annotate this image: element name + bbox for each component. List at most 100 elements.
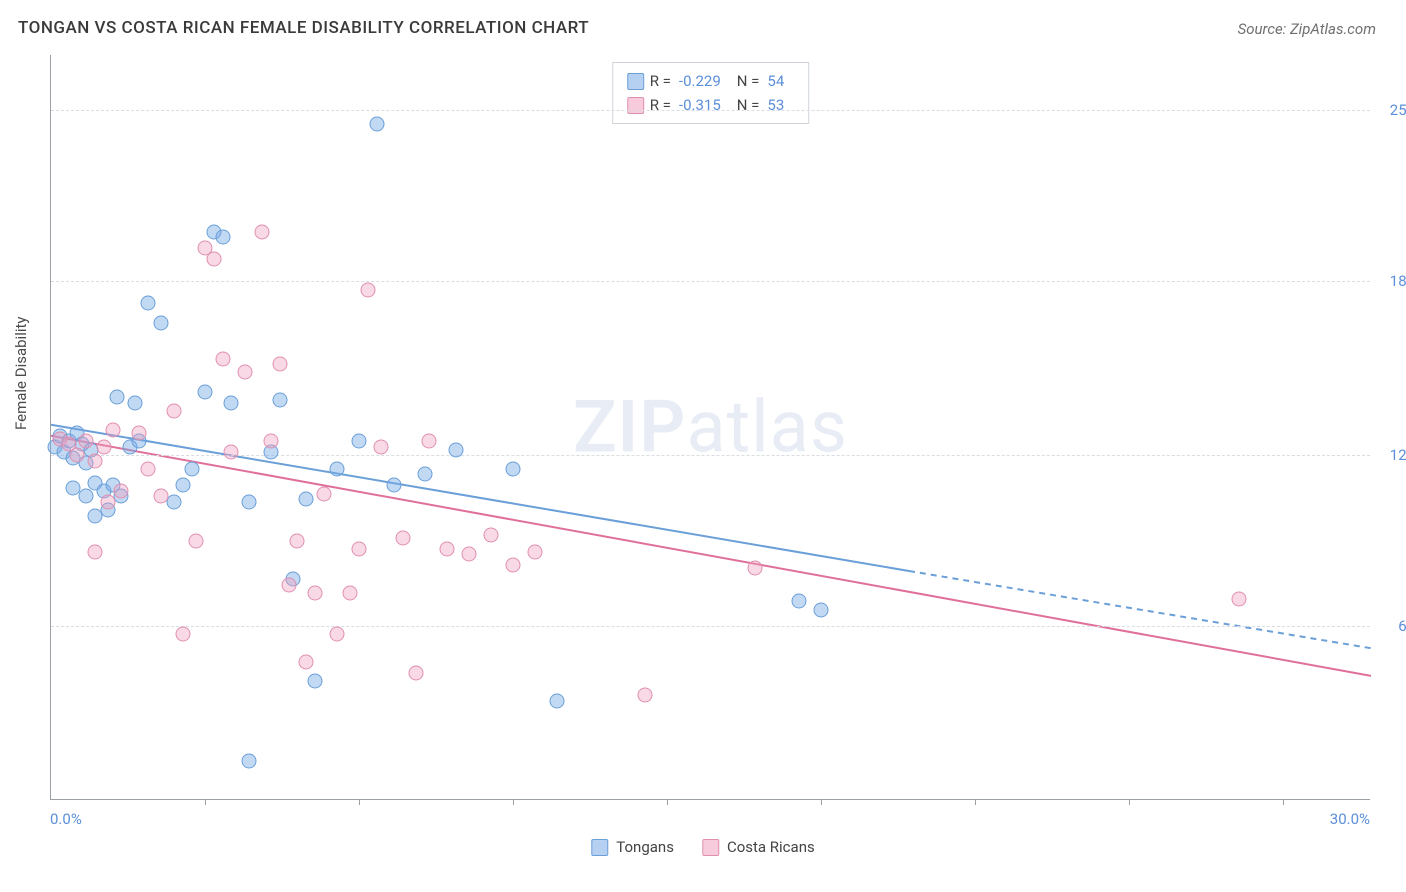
scatter-point-pink bbox=[105, 423, 120, 438]
scatter-point-blue bbox=[184, 461, 199, 476]
scatter-point-blue bbox=[352, 434, 367, 449]
legend-label-tongans: Tongans bbox=[616, 838, 674, 856]
scatter-point-blue bbox=[167, 495, 182, 510]
chart-title: TONGAN VS COSTA RICAN FEMALE DISABILITY … bbox=[18, 18, 589, 38]
scatter-point-pink bbox=[101, 495, 116, 510]
x-tick bbox=[1283, 799, 1284, 805]
legend-label-costaricans: Costa Ricans bbox=[727, 838, 815, 856]
legend-swatch-pink bbox=[702, 839, 719, 856]
y-tick-label: 12.5% bbox=[1390, 446, 1406, 464]
stats-legend-box: R = -0.229 N = 54 R = -0.315 N = 53 bbox=[612, 62, 810, 124]
r-value-tongans: -0.229 bbox=[679, 69, 721, 93]
scatter-point-pink bbox=[638, 688, 653, 703]
scatter-point-pink bbox=[255, 224, 270, 239]
scatter-point-pink bbox=[409, 666, 424, 681]
scatter-point-blue bbox=[242, 754, 257, 769]
scatter-point-blue bbox=[140, 296, 155, 311]
scatter-point-blue bbox=[110, 390, 125, 405]
scatter-point-blue bbox=[272, 392, 287, 407]
scatter-point-pink bbox=[290, 533, 305, 548]
scatter-point-pink bbox=[484, 528, 499, 543]
gridline-h bbox=[51, 281, 1370, 282]
stats-row-costaricans: R = -0.315 N = 53 bbox=[627, 93, 795, 117]
gridline-h bbox=[51, 455, 1370, 456]
plot-area: ZIPatlas R = -0.229 N = 54 R = -0.315 N … bbox=[50, 55, 1370, 800]
scatter-point-pink bbox=[528, 544, 543, 559]
scatter-point-blue bbox=[792, 594, 807, 609]
scatter-point-pink bbox=[79, 434, 94, 449]
scatter-point-blue bbox=[387, 478, 402, 493]
n-label: N = bbox=[737, 93, 760, 117]
scatter-point-pink bbox=[114, 483, 129, 498]
scatter-point-pink bbox=[396, 530, 411, 545]
y-tick-label: 6.3% bbox=[1398, 617, 1406, 635]
scatter-point-pink bbox=[264, 434, 279, 449]
legend-item-tongans: Tongans bbox=[591, 838, 674, 856]
scatter-point-pink bbox=[237, 365, 252, 380]
bottom-legend: Tongans Costa Ricans bbox=[591, 838, 814, 856]
scatter-point-blue bbox=[79, 489, 94, 504]
y-tick-label: 25.0% bbox=[1390, 101, 1406, 119]
scatter-point-pink bbox=[352, 541, 367, 556]
gridline-h bbox=[51, 626, 1370, 627]
swatch-blue bbox=[627, 73, 644, 90]
scatter-point-pink bbox=[462, 547, 477, 562]
stats-row-tongans: R = -0.229 N = 54 bbox=[627, 69, 795, 93]
trendline-blue-dash bbox=[909, 571, 1371, 648]
scatter-point-blue bbox=[418, 467, 433, 482]
scatter-point-pink bbox=[176, 627, 191, 642]
n-label: N = bbox=[737, 69, 760, 93]
scatter-point-pink bbox=[422, 434, 437, 449]
r-label: R = bbox=[650, 69, 671, 93]
scatter-point-blue bbox=[154, 315, 169, 330]
scatter-point-pink bbox=[215, 351, 230, 366]
scatter-point-pink bbox=[140, 461, 155, 476]
scatter-point-pink bbox=[1232, 591, 1247, 606]
x-tick bbox=[1129, 799, 1130, 805]
scatter-point-blue bbox=[369, 116, 384, 131]
legend-swatch-blue bbox=[591, 839, 608, 856]
scatter-point-blue bbox=[242, 495, 257, 510]
scatter-point-blue bbox=[215, 230, 230, 245]
scatter-point-pink bbox=[308, 586, 323, 601]
n-value-costaricans: 53 bbox=[767, 93, 784, 117]
x-axis-max-label: 30.0% bbox=[1330, 810, 1370, 828]
scatter-point-pink bbox=[299, 655, 314, 670]
y-tick-label: 18.8% bbox=[1390, 272, 1406, 290]
x-tick bbox=[975, 799, 976, 805]
scatter-point-blue bbox=[224, 395, 239, 410]
x-tick bbox=[821, 799, 822, 805]
scatter-point-blue bbox=[814, 602, 829, 617]
scatter-point-blue bbox=[198, 384, 213, 399]
scatter-point-pink bbox=[132, 426, 147, 441]
scatter-point-pink bbox=[343, 586, 358, 601]
x-tick bbox=[513, 799, 514, 805]
scatter-point-blue bbox=[550, 693, 565, 708]
scatter-point-pink bbox=[88, 453, 103, 468]
n-value-tongans: 54 bbox=[767, 69, 784, 93]
trend-lines-svg bbox=[51, 55, 1370, 799]
scatter-point-blue bbox=[176, 478, 191, 493]
scatter-point-pink bbox=[374, 439, 389, 454]
source-label: Source: ZipAtlas.com bbox=[1238, 20, 1376, 38]
legend-item-costaricans: Costa Ricans bbox=[702, 838, 815, 856]
x-tick bbox=[667, 799, 668, 805]
scatter-point-pink bbox=[360, 282, 375, 297]
y-axis-label: Female Disability bbox=[12, 317, 30, 431]
x-tick bbox=[359, 799, 360, 805]
x-tick bbox=[205, 799, 206, 805]
r-label: R = bbox=[650, 93, 671, 117]
scatter-point-pink bbox=[316, 486, 331, 501]
scatter-point-pink bbox=[440, 541, 455, 556]
scatter-point-pink bbox=[167, 403, 182, 418]
scatter-point-pink bbox=[330, 627, 345, 642]
scatter-point-pink bbox=[281, 577, 296, 592]
scatter-point-pink bbox=[748, 561, 763, 576]
scatter-point-blue bbox=[308, 674, 323, 689]
scatter-point-pink bbox=[206, 252, 221, 267]
gridline-h bbox=[51, 110, 1370, 111]
scatter-point-blue bbox=[299, 492, 314, 507]
scatter-point-pink bbox=[224, 445, 239, 460]
scatter-point-blue bbox=[448, 442, 463, 457]
scatter-point-pink bbox=[88, 544, 103, 559]
